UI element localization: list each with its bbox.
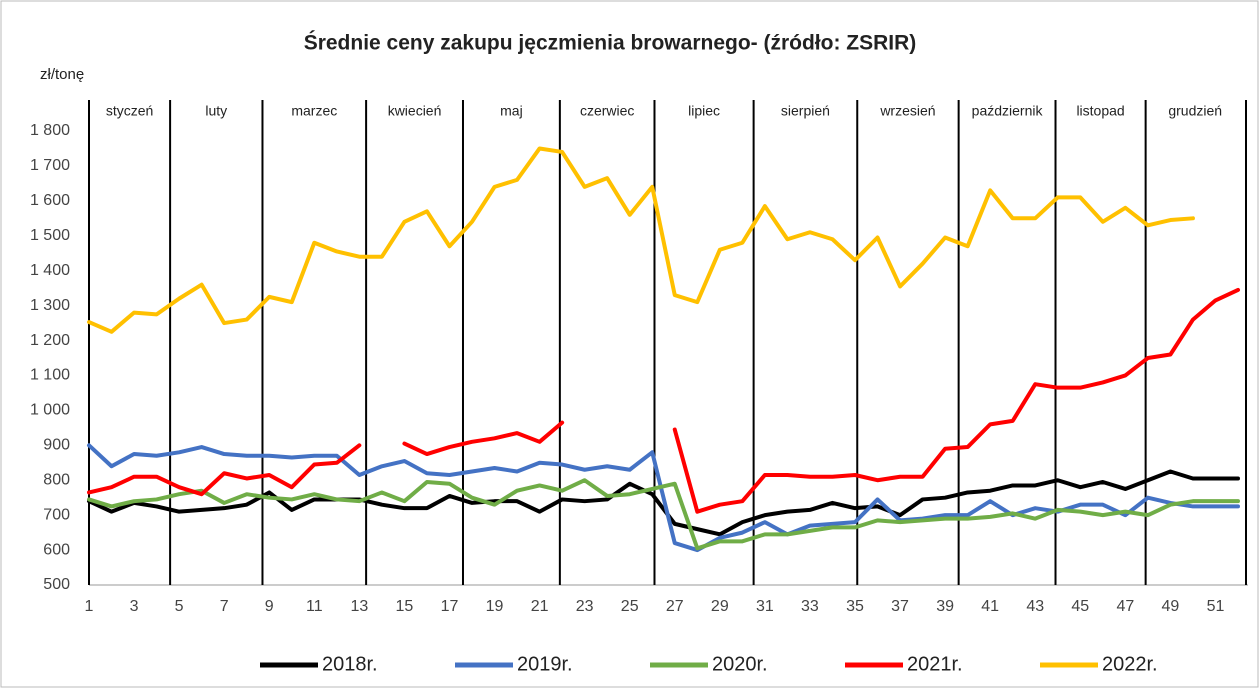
x-tick-label: 45 bbox=[1071, 598, 1089, 615]
y-tick-label: 1 800 bbox=[30, 122, 70, 139]
month-label: luty bbox=[205, 103, 227, 119]
y-tick-label: 500 bbox=[43, 576, 70, 593]
series-line bbox=[87, 469, 1240, 537]
legend-label: 2022r. bbox=[1102, 653, 1158, 675]
y-tick-label: 1 500 bbox=[30, 227, 70, 244]
y-tick-label: 700 bbox=[43, 506, 70, 523]
x-tick-label: 1 bbox=[85, 598, 94, 615]
x-tick-label: 39 bbox=[936, 598, 954, 615]
x-tick-label: 37 bbox=[891, 598, 909, 615]
y-tick-label: 1 600 bbox=[30, 192, 70, 209]
y-tick-label: 1 700 bbox=[30, 157, 70, 174]
x-tick-label: 25 bbox=[621, 598, 639, 615]
x-tick-label: 47 bbox=[1116, 598, 1134, 615]
y-tick-label: 900 bbox=[43, 437, 70, 454]
x-tick-label: 29 bbox=[711, 598, 729, 615]
month-label: grudzień bbox=[1168, 103, 1222, 119]
legend-label: 2021r. bbox=[907, 653, 963, 675]
x-tick-label: 17 bbox=[441, 598, 459, 615]
y-tick-label: 1 000 bbox=[30, 402, 70, 419]
y-tick-label: 600 bbox=[43, 541, 70, 558]
y-tick-label: 800 bbox=[43, 471, 70, 488]
month-label: czerwiec bbox=[580, 103, 634, 119]
series-line bbox=[87, 443, 362, 497]
x-tick-label: 7 bbox=[220, 598, 229, 615]
month-label: sierpień bbox=[781, 103, 830, 119]
x-tick-label: 21 bbox=[531, 598, 549, 615]
x-tick-label: 15 bbox=[396, 598, 414, 615]
x-tick-label: 33 bbox=[801, 598, 819, 615]
x-tick-label: 31 bbox=[756, 598, 774, 615]
series-line bbox=[87, 443, 1240, 553]
x-tick-label: 49 bbox=[1162, 598, 1180, 615]
x-tick-label: 35 bbox=[846, 598, 864, 615]
month-label: kwiecień bbox=[388, 103, 442, 119]
x-tick-label: 41 bbox=[981, 598, 999, 615]
x-tick-label: 13 bbox=[350, 598, 368, 615]
y-tick-label: 1 400 bbox=[30, 262, 70, 279]
x-tick-label: 19 bbox=[486, 598, 504, 615]
x-tick-label: 5 bbox=[175, 598, 184, 615]
y-tick-label: 1 200 bbox=[30, 332, 70, 349]
legend-label: 2019r. bbox=[517, 653, 573, 675]
x-tick-label: 23 bbox=[576, 598, 594, 615]
legend-label: 2020r. bbox=[712, 653, 768, 675]
y-tick-label: 1 100 bbox=[30, 367, 70, 384]
series-line bbox=[87, 478, 1240, 551]
x-tick-label: 51 bbox=[1207, 598, 1225, 615]
series-line bbox=[402, 420, 565, 457]
x-tick-label: 27 bbox=[666, 598, 684, 615]
month-label: styczeń bbox=[106, 103, 153, 119]
y-tick-label: 1 300 bbox=[30, 297, 70, 314]
series-line bbox=[672, 287, 1240, 514]
x-tick-label: 9 bbox=[265, 598, 274, 615]
month-label: listopad bbox=[1076, 103, 1124, 119]
month-label: październik bbox=[972, 103, 1044, 119]
legend-label: 2018r. bbox=[322, 653, 378, 675]
month-label: lipiec bbox=[688, 103, 720, 119]
chart-title: Średnie ceny zakupu jęczmienia browarneg… bbox=[304, 31, 917, 55]
y-axis-label: zł/tonę bbox=[40, 66, 84, 83]
month-label: wrzesień bbox=[879, 103, 935, 119]
x-tick-label: 43 bbox=[1026, 598, 1044, 615]
x-tick-label: 11 bbox=[306, 598, 323, 615]
series-line bbox=[87, 146, 1195, 334]
month-label: marzec bbox=[291, 103, 337, 119]
x-tick-label: 3 bbox=[130, 598, 139, 615]
month-label: maj bbox=[500, 103, 523, 119]
